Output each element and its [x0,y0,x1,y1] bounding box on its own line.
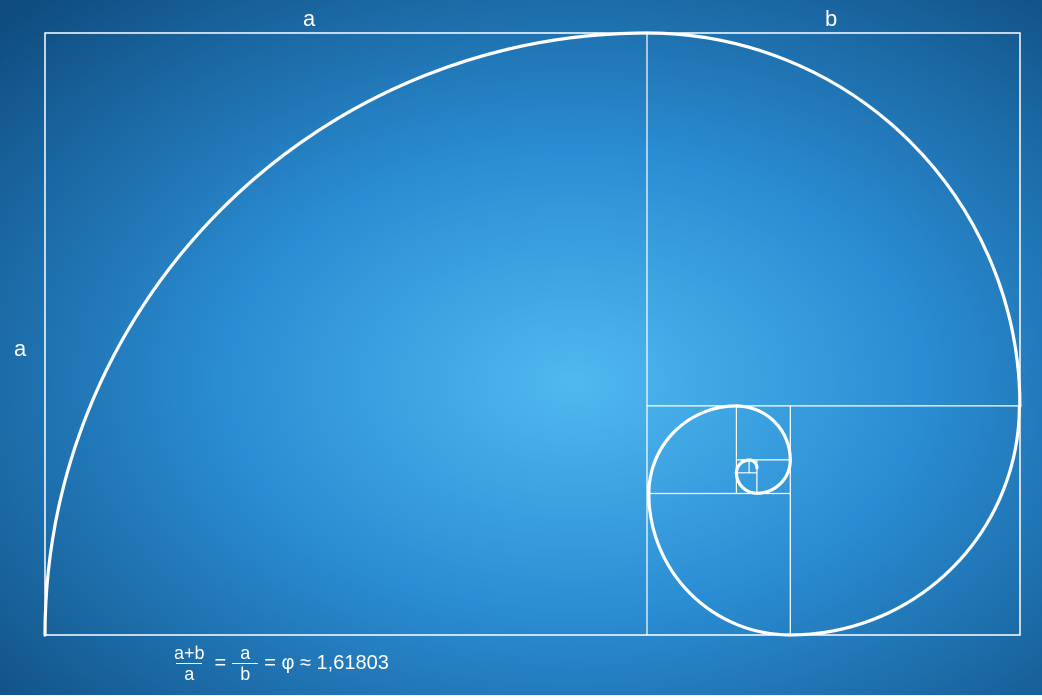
equals-sign: = [215,652,227,675]
fraction-denominator: b [232,663,258,685]
label-segment-a-top: a [303,6,315,32]
golden-ratio-formula: a+b a = a b = φ ≈ 1,61803 [170,643,389,685]
golden-spiral-svg [0,0,1042,695]
label-segment-b-top: b [825,6,837,32]
fraction-numerator: a+b [170,643,209,664]
golden-ratio-diagram: a b a a+b a = a b = φ ≈ 1,61803 [0,0,1042,695]
fraction-numerator: a [236,643,254,664]
label-segment-a-left: a [14,336,26,362]
fraction-aplusb-over-a: a+b a [170,643,209,685]
fraction-a-over-b: a b [232,643,258,685]
fraction-denominator: a [176,663,202,685]
phi-value: = φ ≈ 1,61803 [264,652,389,675]
